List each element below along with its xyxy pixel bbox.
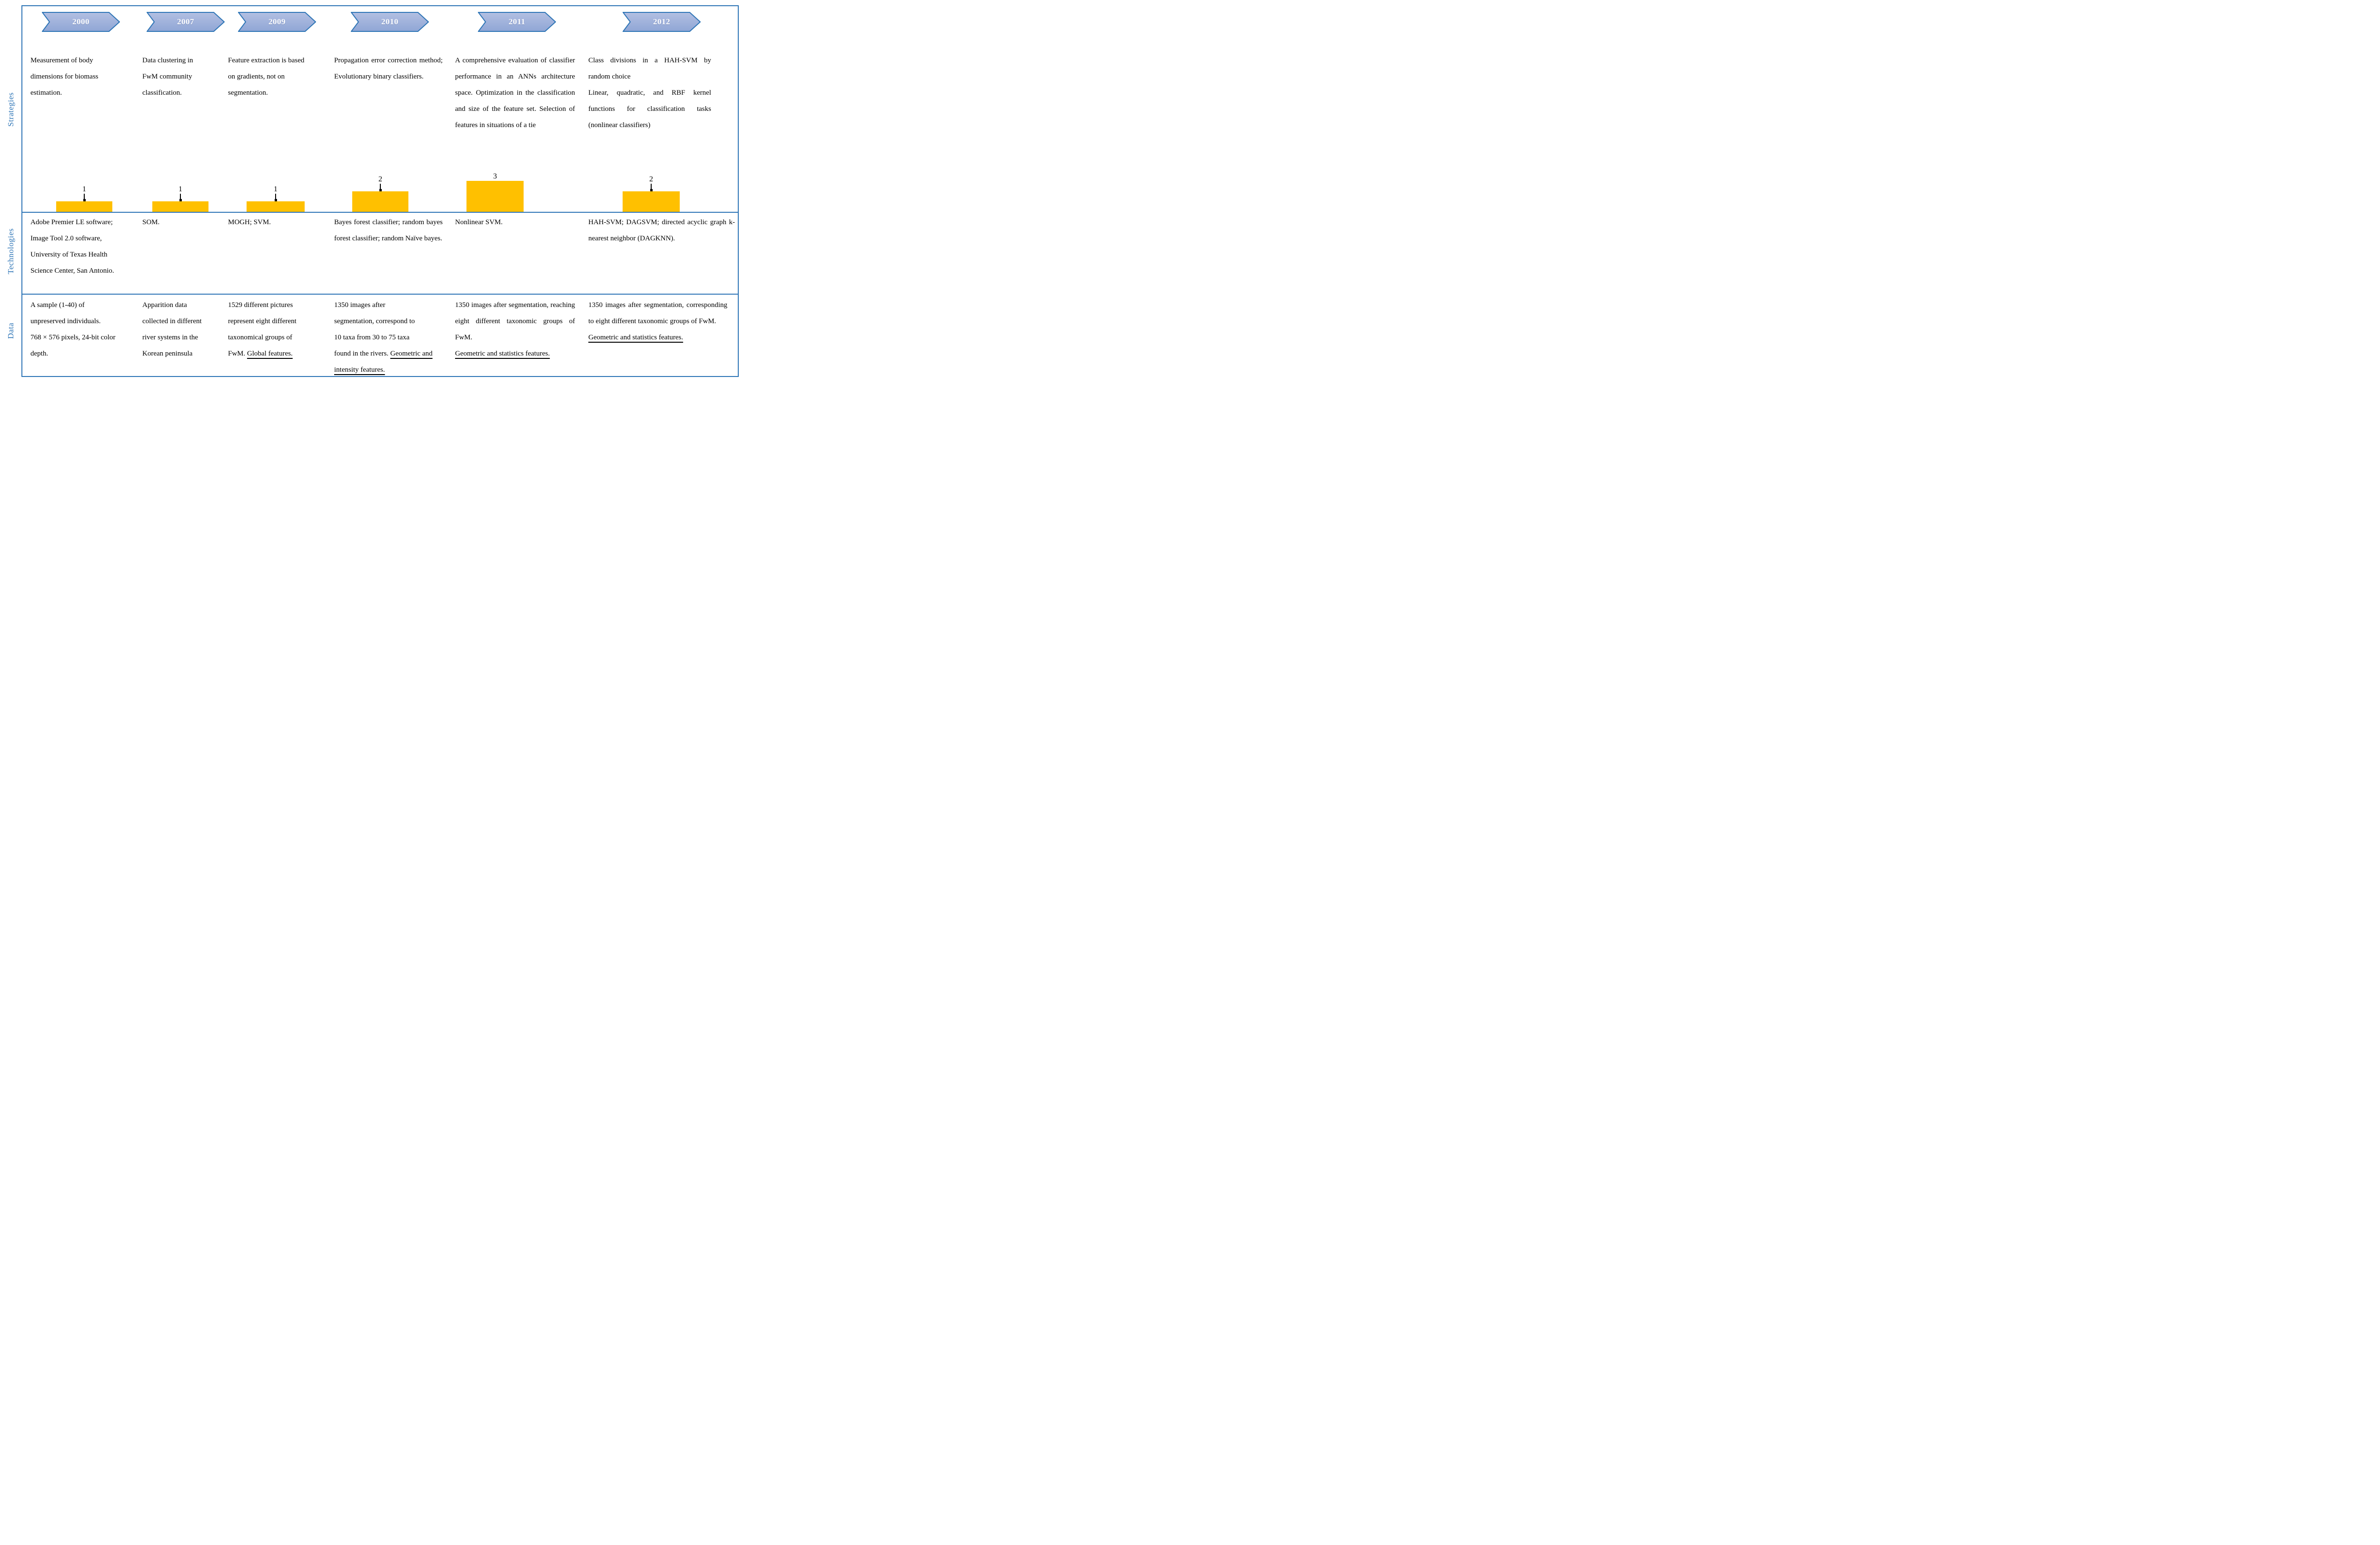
data-cell: Apparition data collected in different r… [142, 301, 202, 357]
leader-dot [274, 199, 277, 201]
timeline-arrow-2011: 2011 [478, 12, 556, 32]
strategies-cell: Data clustering in FwM community classif… [142, 57, 193, 97]
timeline-figure: Strategies Technologies Data 2000 2007 2… [0, 0, 741, 386]
bar-value-label: 2 [378, 175, 382, 191]
leader-dot [379, 189, 382, 191]
bar-value-label: 1 [274, 185, 278, 201]
bar-2009 [247, 201, 305, 212]
technologies-cell: HAH-SVM; DAGSVM; directed acyclic graph … [588, 218, 735, 242]
strategies-cell: Measurement of body dimensions for bioma… [30, 57, 99, 97]
timeline-arrow-2009: 2009 [238, 12, 316, 32]
data-cell: A sample (1-40) of unpreserved individua… [30, 301, 116, 357]
year-label: 2012 [653, 17, 670, 26]
bar-2011 [466, 181, 524, 212]
year-label: 2010 [381, 17, 398, 26]
bar-2007 [152, 201, 208, 212]
leader-line [275, 194, 276, 199]
row-label-strategies: Strategies [6, 92, 15, 127]
leader-line [380, 184, 381, 189]
technologies-cell: MOGH; SVM. [228, 218, 271, 226]
year-label: 2011 [508, 17, 526, 26]
chevron-arrow-icon [351, 12, 429, 32]
data-cell: 1529 different pictures represent eight … [228, 301, 297, 357]
row-label-technologies: Technologies [6, 228, 15, 274]
chevron-arrow-icon [623, 12, 701, 32]
technologies-cell: SOM. [142, 218, 160, 226]
leader-line [180, 194, 181, 199]
timeline-arrow-2000: 2000 [42, 12, 120, 32]
timeline-arrow-2012: 2012 [623, 12, 701, 32]
bar-value-label: 1 [178, 185, 182, 201]
chevron-arrow-icon [478, 12, 556, 32]
bar-2010 [352, 191, 408, 212]
strategies-cell: Class divisions in a HAH-SVM by random c… [588, 57, 711, 129]
strategies-cell: Feature extraction is based on gradients… [228, 57, 305, 97]
leader-dot [83, 199, 86, 201]
data-cell: 1350 images after segmentation, correspo… [334, 301, 433, 374]
leader-dot [650, 189, 653, 191]
timeline-arrow-2010: 2010 [351, 12, 429, 32]
chevron-arrow-icon [238, 12, 316, 32]
leader-dot [179, 199, 182, 201]
technologies-cell: Bayes forest classifier; random bayes fo… [334, 218, 443, 242]
bar-2000 [56, 201, 112, 212]
bar-value-label: 3 [493, 172, 497, 180]
timeline-arrow-2007: 2007 [147, 12, 225, 32]
bar-value-label: 1 [82, 185, 86, 201]
row-label-data: Data [6, 322, 15, 339]
year-label: 2000 [72, 17, 89, 26]
data-cell: 1350 images after segmentation, reaching… [455, 301, 575, 357]
chevron-arrow-icon [42, 12, 120, 32]
data-cell: 1350 images after segmentation, correspo… [588, 301, 727, 341]
technologies-data-divider [21, 294, 739, 295]
year-label: 2007 [177, 17, 194, 26]
chevron-arrow-icon [147, 12, 225, 32]
strategies-technologies-divider [21, 212, 739, 213]
technologies-cell: Nonlinear SVM. [455, 218, 503, 226]
bar-value-label: 2 [649, 175, 653, 191]
technologies-cell: Adobe Premier LE software; Image Tool 2.… [30, 218, 114, 275]
bar-2012 [623, 191, 680, 212]
leader-line [84, 194, 85, 199]
year-label: 2009 [268, 17, 286, 26]
leader-line [651, 184, 652, 189]
strategies-cell: A comprehensive evaluation of classifier… [455, 57, 575, 129]
strategies-cell: Propagation error correction method; Evo… [334, 57, 443, 80]
